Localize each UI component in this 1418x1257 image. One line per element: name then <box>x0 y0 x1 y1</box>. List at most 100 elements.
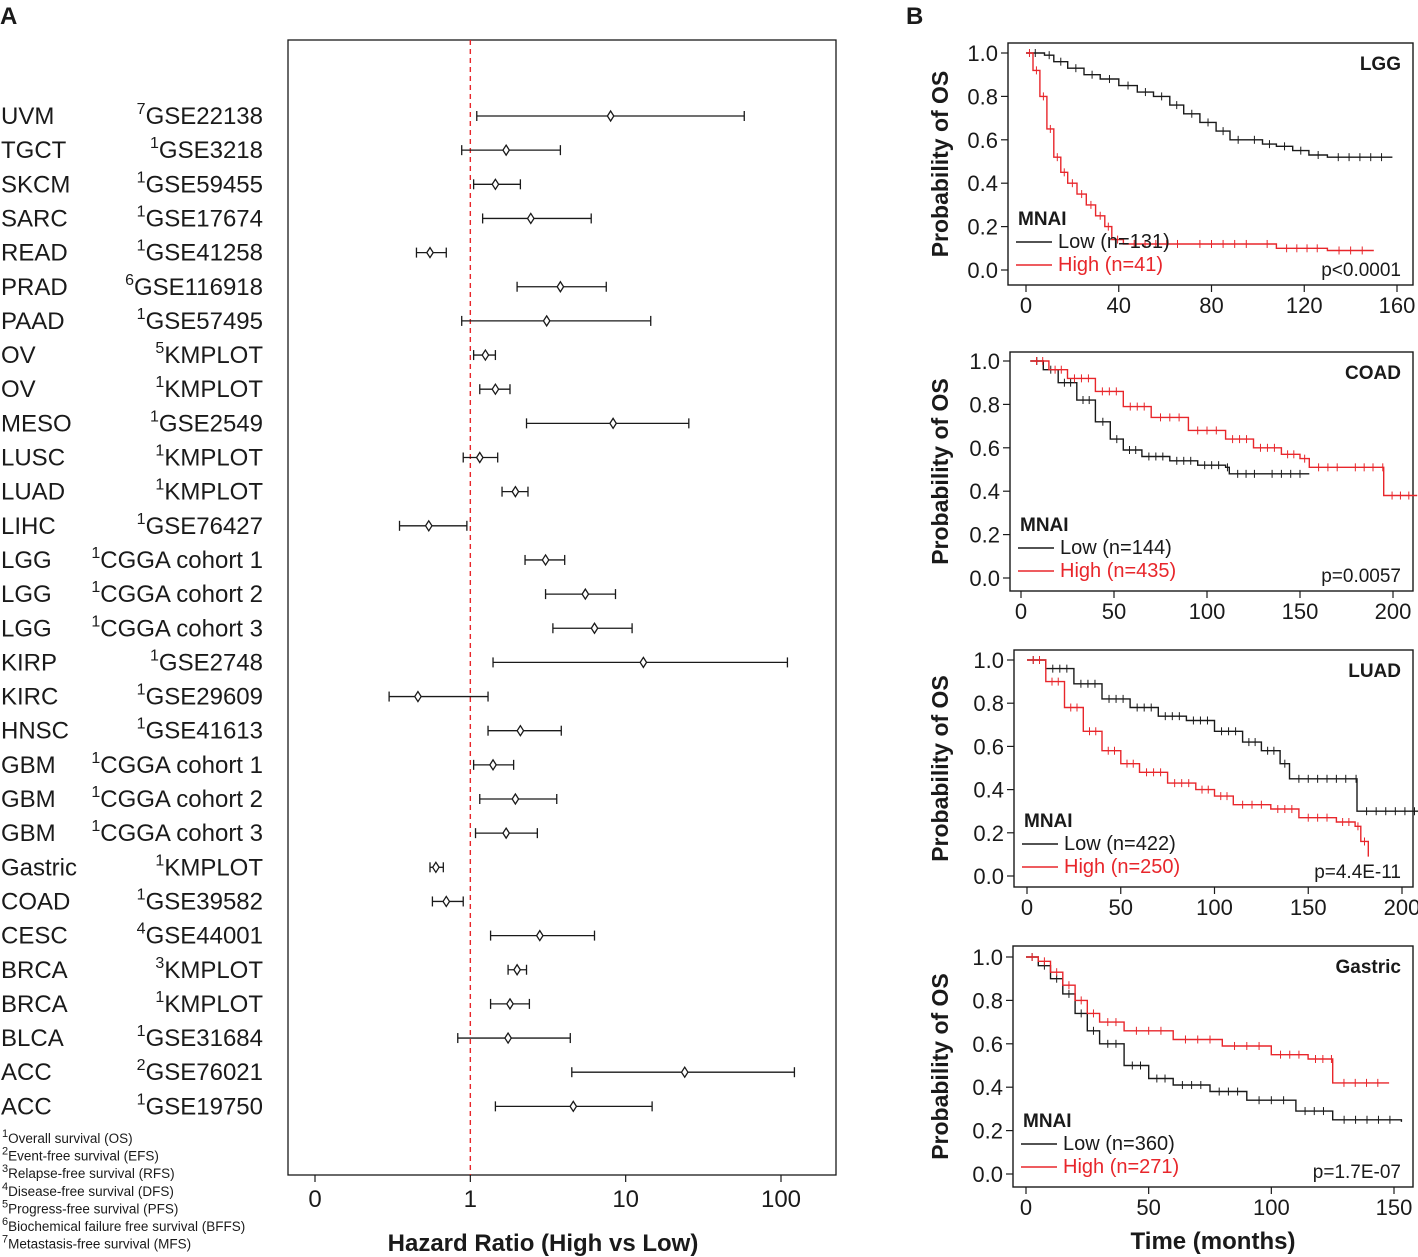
forest-row: ACC 1GSE19750 <box>1 1091 653 1120</box>
y-tick-label: 0.0 <box>972 1162 1003 1187</box>
cancer-label: LGG <box>1 547 52 574</box>
km-panels: 0.0 0.2 0.4 0.6 0.8 1.0 0 40 80 120 160 Probability… <box>927 41 1418 1255</box>
y-axis-label: Probability of OS <box>927 378 953 565</box>
dataset-name: GSE41613 <box>146 718 263 745</box>
dataset-name: GSE76021 <box>146 1059 263 1086</box>
dataset-superscript: 1 <box>91 818 100 835</box>
footnote: 7Metastasis-free survival (MFS) <box>2 1234 191 1252</box>
dataset-name: GSE59455 <box>146 171 263 198</box>
cancer-label: READ <box>1 240 68 267</box>
legend-label: High (n=271) <box>1063 1156 1179 1178</box>
dataset-name: GSE31684 <box>146 1025 263 1052</box>
y-tick-label: 0.8 <box>972 988 1003 1013</box>
hr-point <box>491 382 500 396</box>
dataset-superscript: 1 <box>155 989 164 1006</box>
dataset-name: KMPLOT <box>164 991 263 1018</box>
forest-frame <box>287 39 837 1176</box>
forest-row: GBM 1CGGA cohort 2 <box>1 784 558 813</box>
forest-row: COAD 1GSE39582 <box>1 886 464 915</box>
dataset-label: 1GSE17674 <box>137 203 263 232</box>
cancer-label: CESC <box>1 923 68 950</box>
cancer-label: TGCT <box>1 137 67 164</box>
dataset-superscript: 1 <box>137 511 146 528</box>
dataset-superscript: 1 <box>150 647 159 664</box>
footnote-text: Metastasis-free survival (MFS) <box>8 1237 191 1252</box>
dataset-label: 1CGGA cohort 3 <box>91 818 263 847</box>
y-tick-label: 0.2 <box>972 1119 1003 1144</box>
km-curve-red <box>1027 659 1369 857</box>
dataset-label: 1GSE3218 <box>150 135 263 164</box>
hr-point <box>639 656 648 669</box>
cancer-label: UVM <box>1 103 54 130</box>
legend-label: Low (n=144) <box>1060 537 1172 559</box>
p-value: p=1.7E-07 <box>1313 1162 1401 1183</box>
hr-point <box>426 246 434 259</box>
dataset-superscript: 1 <box>137 203 146 220</box>
dataset-label: 1GSE2549 <box>150 408 263 437</box>
forest-row: OV 1KMPLOT <box>1 374 511 403</box>
hr-point <box>489 758 498 772</box>
dataset-label: 1GSE31684 <box>137 1023 263 1052</box>
km-lgg-panel: 0.0 0.2 0.4 0.6 0.8 1.0 0 40 80 120 160 Probability… <box>927 41 1415 318</box>
dataset-superscript: 1 <box>137 682 146 699</box>
forest-row: PAAD 1GSE57495 <box>1 306 652 335</box>
dataset-label: 1KMPLOT <box>155 374 263 403</box>
y-axis-label: Probability of OS <box>927 675 953 862</box>
forest-row: GBM 1CGGA cohort 3 <box>1 818 538 847</box>
x-tick-label: 150 <box>1282 599 1319 624</box>
dataset-superscript: 1 <box>91 750 100 767</box>
dataset-superscript: 2 <box>137 1057 146 1074</box>
forest-row: HNSC 1GSE41613 <box>1 716 562 745</box>
cancer-label: LUAD <box>1 479 65 506</box>
dataset-superscript: 1 <box>155 852 164 869</box>
hr-point <box>542 314 551 328</box>
dataset-label: 1CGGA cohort 1 <box>91 750 263 779</box>
dataset-name: GSE44001 <box>146 923 263 950</box>
y-tick-label: 0.4 <box>967 171 998 196</box>
x-tick-label: 0 <box>1020 1195 1032 1220</box>
dataset-name: GSE2549 <box>159 410 263 437</box>
forest-row: BLCA 1GSE31684 <box>1 1023 571 1052</box>
y-axis-label: Probability of OS <box>927 973 953 1160</box>
dataset-label: 1GSE57495 <box>137 306 263 335</box>
dataset-name: GSE17674 <box>146 205 263 232</box>
dataset-name: GSE29609 <box>146 684 263 711</box>
dataset-label: 4GSE44001 <box>137 921 263 950</box>
hr-point <box>504 1031 513 1045</box>
cancer-label: SARC <box>1 205 68 232</box>
hr-point <box>481 348 490 362</box>
x-tick-label: 150 <box>1290 895 1327 920</box>
p-value: p=4.4E-11 <box>1314 862 1401 883</box>
x-tick-label: 100 <box>1253 1195 1290 1220</box>
dataset-label: 7GSE22138 <box>137 101 263 130</box>
legend-label: Low (n=360) <box>1063 1133 1175 1155</box>
forest-row: LGG 1CGGA cohort 3 <box>1 613 633 642</box>
cancer-label: PAAD <box>1 308 65 335</box>
y-tick-label: 0.0 <box>973 864 1004 889</box>
dataset-name: KMPLOT <box>164 479 263 506</box>
hr-point <box>581 587 590 601</box>
km-curve-red <box>1026 52 1374 252</box>
footnote: 1Overall survival (OS) <box>2 1128 133 1146</box>
dataset-superscript: 1 <box>91 579 100 596</box>
y-tick-label: 1.0 <box>969 349 1000 374</box>
km-frame <box>1013 649 1414 888</box>
dataset-superscript: 1 <box>150 135 159 152</box>
x-tick-label: 150 <box>1376 1195 1413 1220</box>
y-tick-label: 1.0 <box>967 41 998 66</box>
x-axis-label: Time (months) <box>1131 1228 1296 1255</box>
y-tick-label: 0.6 <box>972 1032 1003 1057</box>
dataset-label: 5KMPLOT <box>155 340 263 369</box>
hr-point <box>424 519 433 533</box>
x-tick-label: 160 <box>1379 293 1416 318</box>
footnote-text: Overall survival (OS) <box>8 1131 133 1146</box>
legend-label: High (n=41) <box>1058 254 1163 276</box>
footnote-superscript: 2 <box>2 1146 8 1158</box>
x-tick-label: 100 <box>1196 895 1233 920</box>
legend-label: Low (n=131) <box>1058 231 1170 253</box>
km-curve-black <box>1030 360 1310 475</box>
hr-point <box>475 451 484 464</box>
cancer-label: HNSC <box>1 718 69 745</box>
p-value: p<0.0001 <box>1321 260 1401 281</box>
